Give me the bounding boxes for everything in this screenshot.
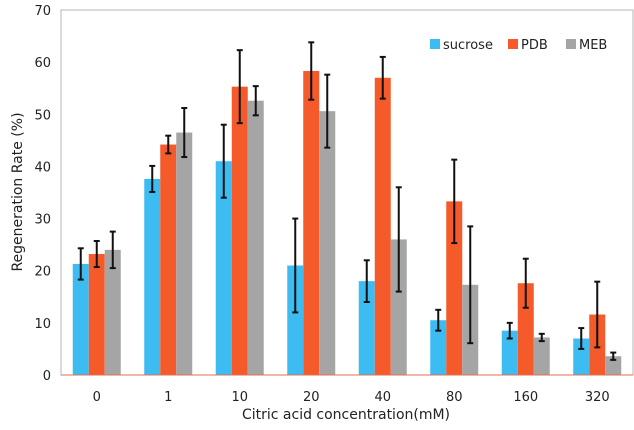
bar-pdb-10 bbox=[231, 86, 248, 376]
error-bar bbox=[594, 280, 601, 349]
x-tick-label: 20 bbox=[303, 390, 320, 405]
error-bar bbox=[324, 73, 331, 149]
error-bar bbox=[292, 217, 299, 314]
error-bar bbox=[451, 158, 458, 245]
error-bar bbox=[236, 49, 243, 125]
y-axis-label: Regeneration Rate (%) bbox=[10, 112, 26, 271]
x-tick-label: 160 bbox=[513, 390, 538, 405]
bar-pdb-40 bbox=[374, 77, 391, 376]
legend-swatch bbox=[566, 39, 576, 49]
bar-sucrose-160 bbox=[501, 330, 518, 375]
y-tick-label: 60 bbox=[34, 56, 51, 71]
error-bar bbox=[308, 41, 315, 101]
bar-sucrose-320 bbox=[573, 338, 590, 375]
error-bar bbox=[538, 332, 545, 343]
legend-label: sucrose bbox=[443, 38, 493, 53]
y-tick-label: 10 bbox=[34, 317, 51, 332]
error-bar bbox=[181, 107, 188, 159]
y-tick-label: 50 bbox=[34, 108, 51, 123]
x-tick-label: 320 bbox=[585, 390, 610, 405]
error-bar bbox=[395, 186, 402, 293]
error-bar bbox=[610, 351, 617, 361]
y-tick-label: 70 bbox=[34, 4, 51, 19]
error-bar bbox=[506, 321, 513, 340]
error-bar bbox=[93, 239, 100, 269]
y-tick-label: 20 bbox=[34, 265, 51, 280]
error-bar bbox=[149, 164, 156, 193]
bar-sucrose-1 bbox=[144, 178, 161, 375]
x-tick-label: 40 bbox=[374, 390, 391, 405]
bar-pdb-0 bbox=[88, 254, 105, 375]
bar-meb-0 bbox=[104, 249, 121, 375]
error-bar bbox=[363, 259, 370, 303]
legend-swatch bbox=[508, 39, 518, 49]
x-tick-label: 10 bbox=[231, 390, 248, 405]
bar-pdb-80 bbox=[446, 201, 463, 375]
error-bar bbox=[165, 134, 172, 155]
error-bar bbox=[467, 225, 474, 345]
bar-meb-1 bbox=[176, 132, 193, 375]
bar-pdb-160 bbox=[517, 283, 534, 375]
y-tick-label: 0 bbox=[43, 369, 51, 384]
legend: sucrose PDB MEB bbox=[430, 38, 607, 53]
error-bar bbox=[77, 247, 84, 281]
error-bar bbox=[109, 230, 116, 270]
error-bar bbox=[252, 85, 259, 117]
bar-sucrose-20 bbox=[287, 265, 304, 375]
x-axis-label: Citric acid concentration(mM) bbox=[242, 407, 450, 423]
error-bar bbox=[379, 55, 386, 100]
error-bar bbox=[220, 123, 227, 199]
x-tick-label: 1 bbox=[164, 390, 172, 405]
bar-meb-40 bbox=[390, 239, 407, 375]
error-bar bbox=[522, 257, 529, 309]
bar-sucrose-10 bbox=[215, 161, 232, 375]
bar-pdb-20 bbox=[303, 71, 320, 375]
x-tick-label: 80 bbox=[446, 390, 463, 405]
bars bbox=[72, 41, 622, 376]
x-axis: 0 1 10 20 40 80 160 320 bbox=[61, 374, 633, 405]
y-tick-label: 40 bbox=[34, 160, 51, 175]
y-tick-label: 30 bbox=[34, 213, 51, 228]
bar-sucrose-40 bbox=[358, 281, 375, 375]
bar-meb-20 bbox=[319, 111, 336, 376]
bar-meb-10 bbox=[247, 100, 264, 375]
bar-sucrose-0 bbox=[72, 263, 89, 375]
bar-meb-160 bbox=[533, 337, 550, 375]
legend-swatch bbox=[430, 39, 440, 49]
bar-sucrose-80 bbox=[430, 320, 447, 375]
legend-label: PDB bbox=[521, 38, 548, 53]
error-bar bbox=[578, 327, 585, 350]
bar-meb-320 bbox=[605, 356, 622, 375]
x-tick-label: 0 bbox=[93, 390, 101, 405]
bar-pdb-1 bbox=[160, 144, 177, 375]
legend-label: MEB bbox=[579, 38, 607, 53]
error-bar bbox=[435, 308, 442, 332]
